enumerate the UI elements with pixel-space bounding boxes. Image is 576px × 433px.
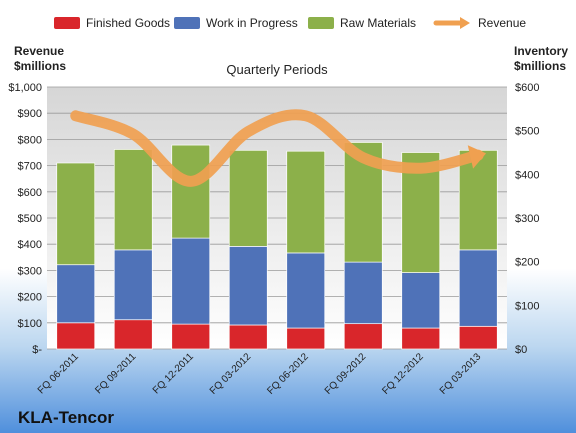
bar-segment [458,249,498,327]
bar-segment [286,327,326,350]
x-tick-label: FQ 06-2011 [36,351,81,396]
x-tick-label: FQ 03-2013 [438,351,484,397]
bar-segment [56,322,96,350]
legend-swatch [54,17,80,29]
legend-swatch [308,17,334,29]
left-axis-title-line2: $millions [14,59,66,73]
x-tick-label: FQ 06-2012 [265,351,311,397]
right-axis-tick-label: $300 [515,213,539,225]
legend-label: Raw Materials [340,16,416,30]
left-axis-tick-label: $400 [18,239,42,251]
legend: Finished Goods Work in Progress Raw Materi… [54,16,526,30]
x-tick-label: FQ 03-2012 [208,351,254,397]
bar-segment [401,327,441,350]
right-axis-tick-label: $100 [515,300,539,312]
bar-segment [56,162,96,266]
legend-swatch [174,17,200,29]
bar-segment [343,261,383,325]
bar-segment [228,246,268,326]
x-tick-label: FQ 09-2012 [323,351,369,397]
right-axis-tick-label: $200 [515,257,539,269]
left-axis-tick-label: $900 [18,108,42,120]
legend-label: Work in Progress [206,16,298,30]
chart-subtitle: Quarterly Periods [226,62,328,77]
right-axis-tick-label: $400 [515,169,539,181]
bar-segment [113,149,153,251]
bar-segment [228,324,268,350]
right-axis-tick-label: $500 [515,126,539,138]
left-axis-tick-label: $100 [18,318,42,330]
legend-swatch-arrow [460,17,470,29]
bar-segment [113,319,153,350]
left-axis-tick-label: $1,000 [8,82,42,94]
legend-label: Finished Goods [86,16,170,30]
right-axis-title-line2: $millions [514,59,566,73]
bar-segment [401,272,441,329]
x-tick-label: FQ 12-2011 [151,351,196,396]
bar-segment [343,323,383,350]
left-axis-tick-label: $700 [18,161,42,173]
revenue-arrow-head [467,145,487,169]
right-axis-title-line1: Inventory [514,44,568,58]
left-axis-tick-label: $200 [18,292,42,304]
right-axis-tick-label: $600 [515,82,539,94]
x-tick-label: FQ 09-2011 [93,351,138,396]
revenue-line-path [70,109,484,187]
bar-segment [171,144,211,239]
bar-segment [171,323,211,350]
bar-segment [286,252,326,329]
left-axis-tick-label: $800 [18,134,42,146]
right-axis-tick-label: $0 [515,344,527,356]
bar-segment [458,325,498,350]
left-axis-title-line1: Revenue [14,44,64,58]
bar-segment [286,150,326,254]
company-name: KLA-Tencor [18,408,114,427]
bar-segment [56,264,96,324]
bar-segment [171,237,211,325]
left-axis-tick-label: $- [32,344,42,356]
left-axis-tick-label: $500 [18,213,42,225]
left-axis-tick-label: $600 [18,187,42,199]
x-tick-label: FQ 12-2012 [380,351,426,397]
revenue-line [70,109,487,187]
left-axis-tick-label: $300 [18,265,42,277]
bars [56,142,498,350]
bar-segment [458,149,498,251]
bar-segment [228,149,268,247]
bar-segment [113,249,153,321]
legend-label: Revenue [478,16,526,30]
